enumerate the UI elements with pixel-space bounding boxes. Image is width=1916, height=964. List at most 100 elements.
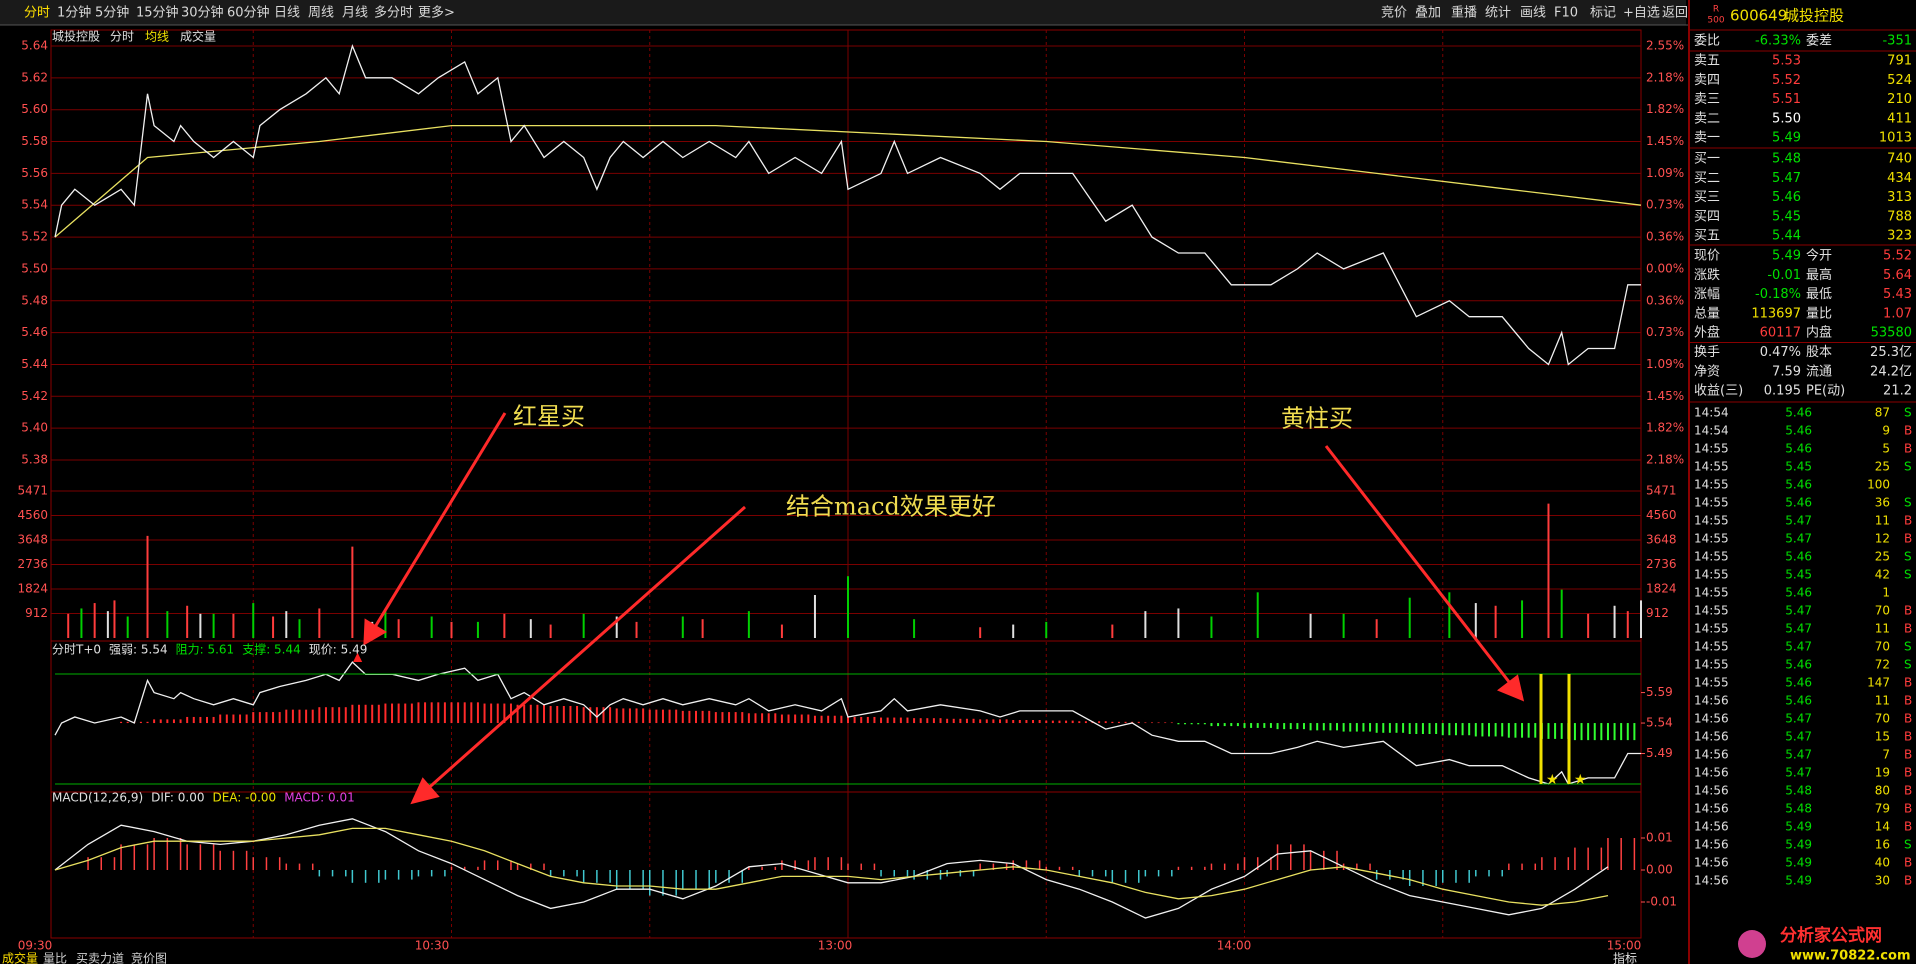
pct-tick-label: 1.82% (1646, 102, 1684, 116)
volume-tick-label: 4560 (17, 508, 48, 522)
pct-tick-label: 0.36% (1646, 293, 1684, 307)
stock-code: 600649 (1730, 7, 1787, 25)
stat-label: 涨跌 (1694, 267, 1720, 283)
book-label: 卖二 (1694, 111, 1720, 126)
trade-volume: 70 (1875, 712, 1890, 726)
toolbar-item[interactable]: 5分钟 (95, 5, 129, 21)
annotation: 红星买 (513, 403, 585, 431)
stat-value: -0.01 (1767, 268, 1801, 283)
toolbar-item[interactable]: 返回 (1662, 6, 1688, 21)
trade-time: 14:56 (1694, 838, 1729, 852)
panel-header: MACD(12,26,9) (52, 791, 143, 805)
toolbar-item[interactable]: 月线 (342, 6, 368, 21)
volume-tick-label: 2736 (1646, 557, 1677, 571)
toolbar-item[interactable]: 1分钟 (57, 5, 91, 21)
toolbar-item[interactable]: 30分钟 (181, 5, 224, 21)
toolbar-item[interactable]: 60分钟 (227, 5, 270, 21)
arrow-head (1497, 674, 1525, 702)
trade-time: 14:56 (1694, 874, 1729, 888)
trade-volume: 42 (1875, 568, 1890, 582)
watermark-url: www.70822.com (1790, 949, 1911, 964)
book-label: 卖四 (1694, 73, 1720, 88)
stat-label: 净资 (1694, 364, 1720, 379)
trade-volume: 12 (1875, 532, 1890, 546)
pct-tick-label: 1.09% (1646, 357, 1684, 371)
price-tick-label: 5.50 (21, 261, 48, 275)
trade-price: 5.47 (1785, 766, 1812, 780)
trade-time: 14:55 (1694, 604, 1729, 618)
book-volume: 1013 (1879, 131, 1912, 146)
toolbar-item[interactable]: 统计 (1485, 6, 1511, 21)
trade-time: 14:56 (1694, 694, 1729, 708)
star: ★ (1574, 772, 1587, 788)
trade-time: 14:56 (1694, 784, 1729, 798)
volume-tick-label: 912 (1646, 606, 1669, 620)
bottom-tab[interactable]: 竞价图 (131, 952, 167, 964)
toolbar-item[interactable]: 15分钟 (136, 5, 179, 21)
pct-tick-label: 0.00% (1646, 261, 1684, 275)
trade-side: B (1904, 802, 1912, 816)
bottom-tab[interactable]: 量比 (43, 952, 67, 964)
toolbar-item[interactable]: 叠加 (1415, 6, 1441, 21)
trade-price: 5.46 (1785, 478, 1812, 492)
trade-time: 14:55 (1694, 514, 1729, 528)
panel-header: 阻力: 5.61 (176, 643, 235, 657)
trade-side: B (1904, 514, 1912, 528)
toolbar-item[interactable]: 周线 (308, 6, 334, 21)
toolbar-item[interactable]: 日线 (274, 6, 300, 21)
toolbar-item[interactable]: 竞价 (1381, 5, 1407, 21)
trade-volume: 11 (1875, 694, 1890, 708)
volume-tick-label: 912 (25, 606, 48, 620)
trade-price: 5.45 (1785, 460, 1812, 474)
book-volume: 313 (1887, 190, 1912, 205)
toolbar-item[interactable]: 画线 (1520, 6, 1546, 21)
bottom-tab[interactable]: 指标 (1613, 951, 1637, 964)
trade-side: B (1904, 730, 1912, 744)
pct-tick-label: 1.45% (1646, 134, 1684, 148)
chart-header: 分时 (110, 30, 134, 44)
trade-time: 14:55 (1694, 532, 1729, 546)
stat-value: 53580 (1871, 326, 1912, 341)
trade-price: 5.46 (1785, 496, 1812, 510)
trade-price: 5.45 (1785, 568, 1812, 582)
dif-line (54, 818, 1609, 919)
toolbar-item[interactable]: F10 (1554, 6, 1578, 21)
trade-side: S (1904, 550, 1912, 564)
quote-label: 委比 (1694, 34, 1720, 49)
trade-price: 5.46 (1785, 658, 1812, 672)
toolbar-item[interactable]: 重播 (1451, 5, 1477, 21)
trade-volume: 11 (1875, 622, 1890, 636)
stat-value: 5.49 (1772, 249, 1801, 264)
time-label: 15:00 (1607, 939, 1642, 953)
trade-time: 14:56 (1694, 712, 1729, 726)
trade-price: 5.46 (1785, 676, 1812, 690)
trade-price: 5.48 (1785, 802, 1812, 816)
price-tick-label: 5.40 (21, 421, 48, 435)
book-label: 卖一 (1694, 131, 1720, 146)
book-volume: 788 (1887, 209, 1912, 224)
t0-tick-label: 5.49 (1646, 746, 1673, 760)
trade-price: 5.47 (1785, 604, 1812, 618)
bottom-tab[interactable]: 买卖力道 (76, 952, 124, 964)
toolbar-item[interactable]: +自选 (1623, 6, 1660, 21)
book-price: 5.46 (1772, 190, 1801, 205)
toolbar-item[interactable]: 多分时 (374, 5, 413, 21)
trade-volume: 72 (1875, 658, 1890, 672)
pct-tick-label: 2.18% (1646, 70, 1684, 84)
toolbar-item[interactable]: 标记 (1590, 6, 1616, 21)
book-volume: 434 (1887, 171, 1912, 186)
toolbar-item[interactable]: 更多> (418, 5, 455, 21)
book-price: 5.50 (1772, 111, 1801, 126)
book-label: 卖五 (1694, 54, 1720, 69)
quote-label: 委差 (1806, 34, 1832, 49)
toolbar-item[interactable]: 分时 (24, 6, 50, 21)
pct-tick-label: 1.09% (1646, 166, 1684, 180)
trade-side: S (1904, 460, 1912, 474)
trade-time: 14:55 (1694, 676, 1729, 690)
badge: R (1713, 5, 1719, 15)
bottom-tab[interactable]: 成交量 (2, 951, 38, 964)
trade-price: 5.46 (1785, 586, 1812, 600)
trade-price: 5.47 (1785, 748, 1812, 762)
trade-price: 5.47 (1785, 640, 1812, 654)
chart-header: 成交量 (180, 29, 216, 44)
